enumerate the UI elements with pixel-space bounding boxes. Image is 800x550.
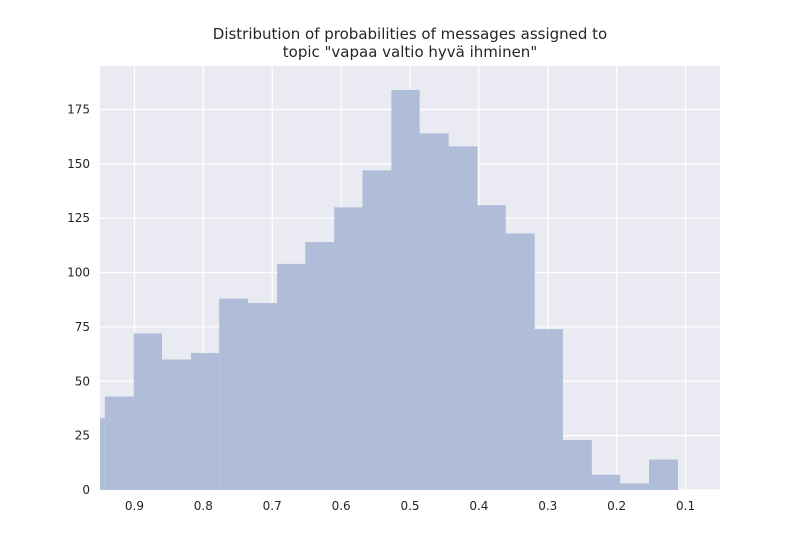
histogram-bar: [448, 146, 478, 490]
x-axis-ticks: 0.9 0.8 0.7 0.6 0.5 0.4 0.3 0.2 0.1: [125, 499, 695, 513]
x-tick-label: 0.7: [263, 499, 282, 513]
histogram-bar: [248, 303, 278, 490]
histogram-bar: [534, 329, 563, 490]
y-axis-ticks: 0 25 50 75 100 125 150 175: [67, 102, 90, 497]
x-tick-label: 0.3: [538, 499, 557, 513]
y-tick-label: 50: [75, 374, 90, 388]
y-tick-label: 0: [82, 483, 90, 497]
x-tick-label: 0.2: [607, 499, 626, 513]
histogram-bar: [477, 205, 506, 490]
histogram-bar: [391, 89, 420, 491]
y-tick-label: 125: [67, 211, 90, 225]
histogram-bar: [219, 298, 249, 490]
y-tick-label: 175: [67, 102, 90, 116]
histogram-bar: [104, 396, 134, 490]
x-tick-label: 0.1: [676, 499, 695, 513]
histogram-bar: [133, 333, 162, 490]
y-tick-label: 75: [75, 320, 90, 334]
y-tick-label: 25: [75, 429, 90, 443]
histogram-bar: [162, 359, 191, 490]
histogram-bar: [362, 170, 392, 490]
histogram-bar: [505, 233, 535, 490]
y-tick-label: 100: [67, 266, 90, 280]
histogram-bars: [100, 89, 678, 491]
histogram-bar: [100, 418, 105, 490]
x-tick-label: 0.9: [125, 499, 144, 513]
histogram-bar: [277, 263, 306, 490]
x-tick-label: 0.5: [400, 499, 419, 513]
histogram-bar: [591, 474, 621, 490]
histogram-bar: [620, 483, 650, 490]
x-tick-label: 0.8: [194, 499, 213, 513]
y-tick-label: 150: [67, 157, 90, 171]
histogram-bar: [419, 133, 449, 490]
histogram-bar: [649, 459, 678, 490]
chart-title-line-1: Distribution of probabilities of message…: [213, 25, 607, 43]
chart-title-line-2: topic "vapaa valtio hyvä ihminen": [283, 43, 537, 61]
histogram-bar: [334, 207, 363, 491]
histogram-bar: [562, 439, 592, 490]
histogram-bar: [305, 242, 335, 490]
x-tick-label: 0.6: [332, 499, 351, 513]
histogram-bar: [190, 353, 220, 490]
x-tick-label: 0.4: [469, 499, 488, 513]
chart-title: Distribution of probabilities of message…: [213, 25, 607, 61]
